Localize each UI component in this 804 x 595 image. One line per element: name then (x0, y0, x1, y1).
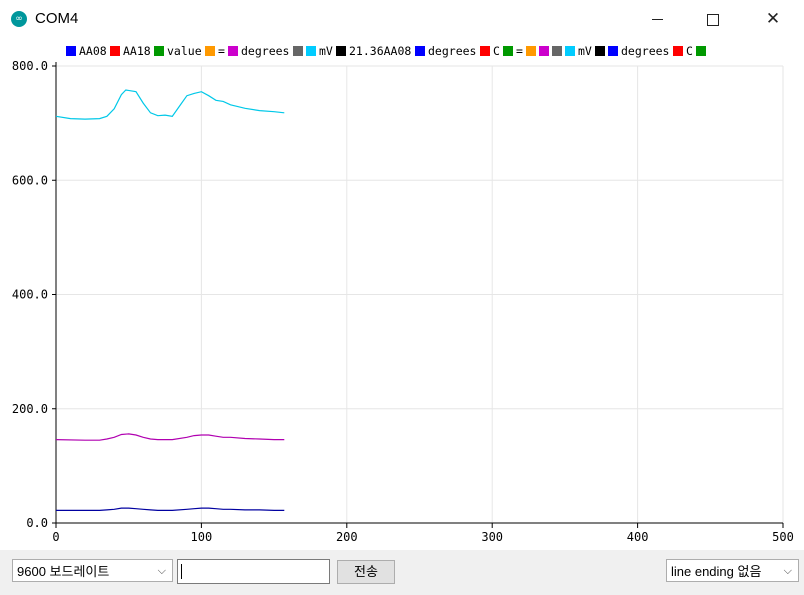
legend-swatch (673, 46, 683, 56)
legend-label: value (167, 44, 202, 58)
x-tick-label: 100 (191, 530, 213, 544)
chevron-down-icon: ⌵ (783, 565, 792, 577)
legend-swatch (503, 46, 513, 56)
legend-swatch (228, 46, 238, 56)
title-bar: ∞ COM4 ✕ (0, 0, 804, 38)
legend-swatch (526, 46, 536, 56)
legend-swatch (336, 46, 346, 56)
series-line-3 (56, 507, 285, 511)
y-tick-label: 800.0 (12, 59, 48, 73)
arduino-logo-icon: ∞ (11, 11, 27, 27)
legend-swatch (565, 46, 575, 56)
baud-rate-value: 9600 보드레이트 (17, 564, 110, 579)
legend-swatch (293, 46, 303, 56)
legend-label: AA08 (79, 44, 107, 58)
x-tick-label: 300 (481, 530, 503, 544)
legend-label: degrees (428, 44, 476, 58)
x-tick-label: 0 (52, 530, 59, 544)
legend-swatch (608, 46, 618, 56)
window-title: COM4 (35, 10, 79, 27)
x-tick-label: 400 (627, 530, 649, 544)
legend-swatch (539, 46, 549, 56)
x-tick-label: 200 (336, 530, 358, 544)
legend-label: degrees (621, 44, 669, 58)
legend-swatch (110, 46, 120, 56)
legend-swatch (415, 46, 425, 56)
x-tick-label: 500 (772, 530, 794, 544)
minimize-icon (651, 19, 663, 20)
chevron-down-icon: ⌵ (157, 565, 166, 577)
legend-label: = (516, 44, 523, 58)
y-tick-label: 600.0 (12, 173, 48, 187)
line-ending-select[interactable]: line ending 없음 ⌵ (666, 559, 799, 582)
legend-swatch (306, 46, 316, 56)
legend-label: 21.36AA08 (349, 44, 411, 58)
send-input[interactable] (177, 559, 330, 584)
legend-label: C (493, 44, 500, 58)
series-line-2 (55, 433, 285, 441)
legend-swatch (595, 46, 605, 56)
legend-swatch (696, 46, 706, 56)
maximize-icon (707, 13, 719, 26)
send-button[interactable]: 전송 (337, 560, 395, 584)
baud-rate-select[interactable]: 9600 보드레이트 ⌵ (12, 559, 173, 582)
legend-label: mV (319, 44, 333, 58)
y-tick-label: 200.0 (12, 402, 48, 416)
y-tick-label: 400.0 (12, 288, 48, 302)
series-line-1 (55, 89, 285, 120)
text-caret (181, 564, 182, 579)
legend-swatch (552, 46, 562, 56)
legend-swatch (154, 46, 164, 56)
legend-label: AA18 (123, 44, 151, 58)
line-ending-value: line ending 없음 (671, 564, 762, 579)
legend-label: mV (578, 44, 592, 58)
legend-swatch (66, 46, 76, 56)
legend-swatch (480, 46, 490, 56)
legend-label: = (218, 44, 225, 58)
legend-label: degrees (241, 44, 289, 58)
minimize-button[interactable] (634, 0, 680, 38)
legend-label: C (686, 44, 693, 58)
legend-swatch (205, 46, 215, 56)
y-tick-label: 0.0 (26, 516, 48, 530)
maximize-button[interactable] (690, 0, 736, 38)
close-button[interactable]: ✕ (750, 0, 796, 38)
close-icon: ✕ (765, 9, 781, 29)
bottom-toolbar: 9600 보드레이트 ⌵ 전송 line ending 없음 ⌵ (0, 550, 804, 595)
serial-plotter-chart: 0 100 200 300 400 500 0.0 200.0 400.0 600.0 800.0 A… (12, 44, 794, 544)
